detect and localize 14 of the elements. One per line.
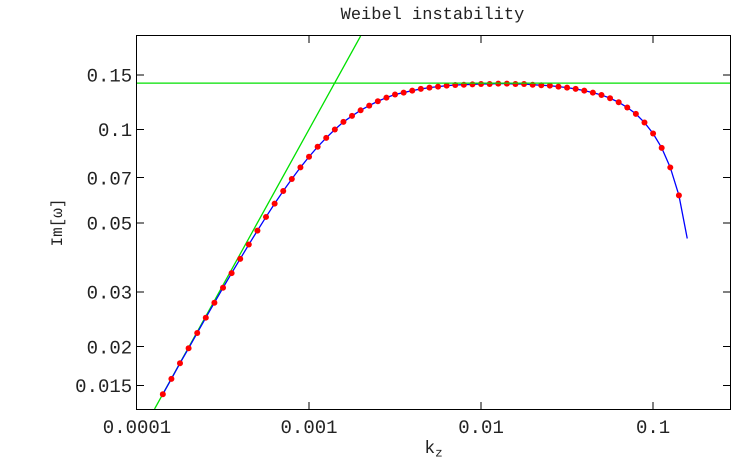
y-tick-label: 0.05: [86, 214, 132, 236]
y-axis-title: Im[ω]: [49, 198, 68, 247]
y-tick-label: 0.1: [98, 120, 132, 142]
y-tick-label: 0.015: [75, 376, 132, 398]
y-tick-label: 0.07: [86, 168, 132, 190]
y-tick-label: 0.03: [86, 282, 132, 305]
y-tick-label: 0.15: [86, 65, 132, 88]
x-tick-label: 0.01: [458, 416, 504, 439]
x-tick-label: 0.0001: [102, 416, 172, 439]
chart-title: Weibel instability: [340, 6, 524, 25]
y-tick-label: 0.02: [86, 337, 132, 360]
x-tick-label: 0.001: [280, 416, 338, 439]
x-tick-label: 0.1: [636, 416, 670, 439]
x-axis-title: k$_{z}$: [424, 438, 443, 461]
